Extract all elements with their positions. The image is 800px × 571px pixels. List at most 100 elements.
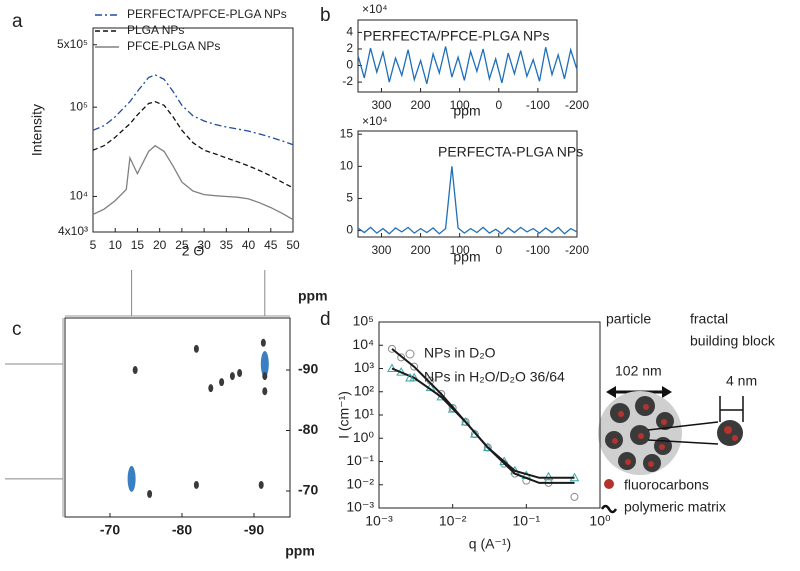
dot — [648, 461, 654, 467]
annotation: polymeric matrix — [624, 499, 726, 515]
x-tick-label: 0 — [495, 98, 502, 112]
legend-label: PFCE-PLGA NPs — [127, 39, 220, 53]
marker — [482, 442, 493, 452]
marker — [570, 492, 579, 501]
y-tick-label: -80 — [298, 421, 318, 437]
y-tick-label: 10⁻³ — [346, 499, 374, 515]
x-tick-label: 50 — [286, 238, 300, 252]
y-tick-label: -2 — [342, 74, 353, 88]
marker — [397, 353, 406, 362]
y-tick-label: 15 — [340, 126, 354, 140]
x-tick-label: 20 — [153, 238, 167, 252]
x-tick-label: 0 — [495, 243, 502, 257]
annotation: 102 nm — [615, 363, 662, 379]
x-tick-label: 10⁻³ — [365, 513, 393, 529]
peak — [127, 465, 136, 492]
peak — [260, 338, 266, 347]
y-tick-label: -70 — [298, 482, 318, 498]
x-axis-label: 2 Θ — [182, 243, 205, 259]
x-tick-label: -200 — [565, 98, 589, 112]
peak — [132, 366, 138, 375]
data-line — [357, 46, 578, 84]
dots — [604, 404, 738, 489]
peak — [219, 378, 225, 387]
marker — [460, 416, 471, 426]
x-tick-label: -100 — [526, 98, 550, 112]
x-tick-label: 30 — [197, 238, 211, 252]
x-axis-label: ppm — [453, 249, 480, 265]
x-tick-label: 10⁻¹ — [513, 513, 541, 529]
panel-label: c — [12, 319, 22, 340]
dot — [612, 438, 618, 444]
annotation: fluorocarbons — [624, 477, 709, 493]
data-line — [92, 101, 294, 189]
x-tick-label: 10 — [109, 238, 123, 252]
peak — [262, 372, 268, 381]
dot — [643, 404, 649, 410]
marker — [410, 362, 419, 371]
plot-frame — [64, 317, 291, 518]
x-tick-label: 100 — [450, 243, 470, 257]
panel-label: b — [320, 5, 331, 26]
legend-marker — [405, 372, 415, 382]
peak — [193, 344, 199, 353]
annotation: 4 nm — [726, 373, 757, 389]
annotation: fractal — [690, 311, 728, 327]
peak — [258, 480, 264, 489]
data-line — [391, 367, 575, 479]
annotation: building block — [690, 333, 776, 349]
dot — [659, 444, 665, 450]
y-axis-label: ppm — [298, 288, 328, 304]
x-tick-label: 45 — [264, 238, 278, 252]
plot-title: PERFECTA/PFCE-PLGA NPs — [363, 28, 549, 44]
y-tick-label: -90 — [298, 361, 318, 377]
dot — [618, 411, 624, 417]
peak — [208, 384, 214, 393]
panel-label: a — [12, 11, 23, 32]
y-tick-label: 4 — [346, 25, 353, 39]
x-tick-label: 25 — [175, 238, 189, 252]
dot — [724, 426, 732, 434]
y-multiplier: ×10⁴ — [362, 2, 388, 16]
y-tick-label: 10 — [340, 159, 354, 173]
x-tick-label: -90 — [244, 522, 264, 538]
y-tick-label: 0 — [346, 58, 353, 72]
legend-label: PERFECTA/PFCE-PLGA NPs — [127, 7, 287, 21]
x-tick-label: -100 — [526, 243, 550, 257]
y-axis-label: Intensity — [29, 104, 45, 156]
x-tick-label: -200 — [565, 243, 589, 257]
annotation: particle — [606, 311, 651, 327]
y-tick-label: 5 — [346, 191, 353, 205]
y-tick-label: 10⁻¹ — [346, 452, 374, 468]
dot — [661, 419, 667, 425]
y-tick-label: 10³ — [354, 359, 375, 375]
y-tick-label: 10⁻² — [346, 475, 374, 491]
y-multiplier: ×10⁴ — [362, 114, 388, 128]
dot — [625, 459, 631, 465]
y-tick-label: 2 — [346, 41, 353, 55]
x-tick-label: 15 — [131, 238, 145, 252]
connector — [647, 421, 719, 431]
legend-label: NPs in D₂O — [424, 345, 496, 361]
legend-label: PLGA NPs — [127, 23, 184, 37]
x-axis-label: ppm — [285, 543, 315, 559]
nanoparticle-diagram: particle fractal building block 102 nm 4… — [598, 311, 776, 515]
panel-label: d — [320, 309, 331, 330]
data-line — [357, 166, 578, 235]
x-tick-label: 300 — [371, 98, 391, 112]
x-tick-label: -70 — [100, 522, 120, 538]
marker — [387, 363, 397, 372]
peak — [260, 350, 269, 377]
peak — [237, 369, 243, 378]
peak — [229, 372, 235, 381]
x-tick-label: 100 — [450, 98, 470, 112]
y-tick-label: 10⁵ — [353, 313, 374, 329]
x-tick-label: 10⁻² — [439, 513, 467, 529]
x-tick-label: 300 — [371, 243, 391, 257]
data-line — [92, 74, 294, 146]
x-axis-label: ppm — [453, 103, 480, 119]
marker — [543, 471, 554, 481]
x-tick-label: 40 — [242, 238, 256, 252]
peak — [193, 480, 199, 489]
